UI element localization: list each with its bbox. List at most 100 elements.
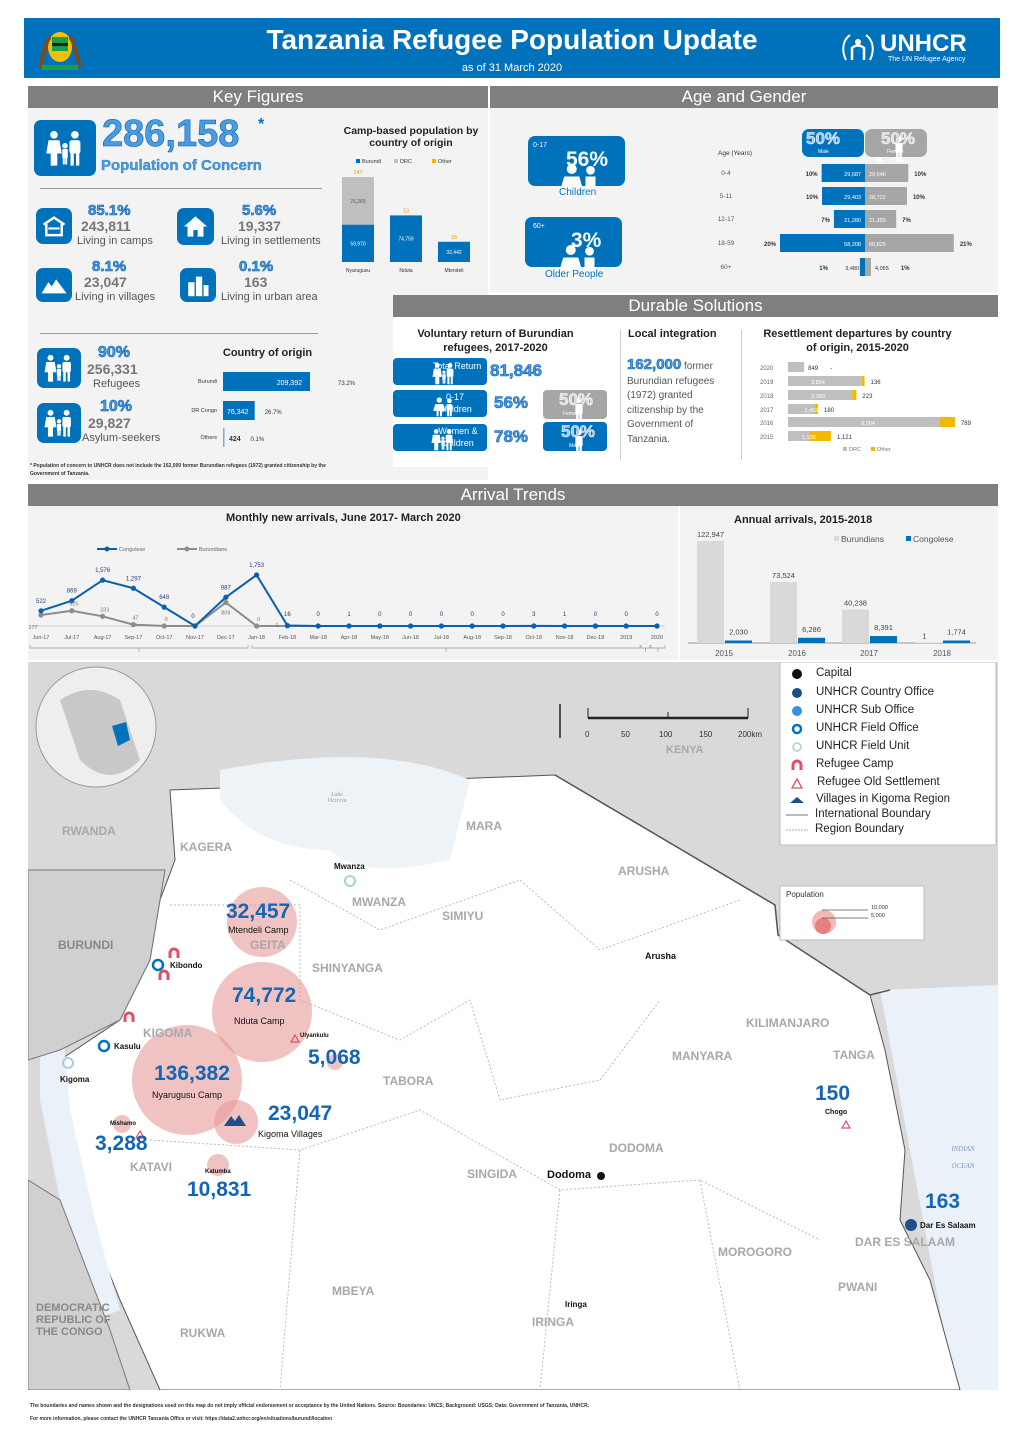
population-circles [113,887,343,1176]
asylum-value: 29,827 [88,415,131,431]
camp-population: 10,831 [187,1178,252,1201]
settlements-value: 19,337 [238,218,281,234]
map-region-label: TABORA [383,1074,434,1088]
map-water-label: Lake Victoria [327,792,347,804]
voluntary-title: Voluntary return of Burundian refugees, … [417,328,574,354]
children-label: Children [559,187,597,198]
family-icon [34,120,96,176]
map-region-label: MARA [466,819,502,833]
refugees-label: Refugees [93,378,141,390]
total-population-label: Population of Concern [101,157,262,174]
camp-population: 5,068 [308,1046,361,1069]
camp-population: 150 [815,1082,851,1105]
asylum-pct: 10% [100,398,133,416]
camps-pct: 85.1% [88,202,131,220]
urban-value: 163 [244,274,268,290]
urban-label: Living in urban area [221,291,318,303]
origin-chart-title: Country of origin [222,347,313,359]
page-title: Tanzania Refugee Population Update [266,24,758,55]
older-pct: 3% [571,229,602,252]
total-population: 286,158 [102,113,240,156]
section-arrival-trends: Arrival Trends [28,484,998,506]
children-return-box: 0-17 Children [393,390,487,417]
section-durable-solutions: Durable Solutions [393,295,998,317]
divider [678,506,680,660]
country-office-icon [905,1219,917,1231]
divider [40,188,322,189]
divider [620,330,621,460]
map-region-label: KIGOMA [143,1026,193,1040]
monthly-chart-title: Monthly new arrivals, June 2017- March 2… [226,512,461,524]
mountain-icon [36,268,72,302]
map-region-label: RUKWA [180,1326,226,1340]
section-key-figures: Key Figures [28,86,488,108]
map-region-label: KAGERA [180,840,233,854]
scale-label: 200km [738,730,763,739]
city-label: Mishamo [110,1121,137,1127]
older-label: Older People [545,269,604,280]
footnote: * Population of concern to UNHCR does no… [30,463,326,477]
divider [741,330,742,460]
resettlement-title: Resettlement departures by country of or… [763,328,952,354]
city-label: Dar Es Salaam [920,1221,976,1230]
footnote-marker: * [258,116,265,133]
map[interactable] [28,662,998,1390]
footer-disclaimer: The boundaries and names shown and the d… [30,1403,590,1409]
urban-icon [180,268,216,302]
footer-contact: For more information, please contact the… [30,1416,333,1422]
camp-population: 163 [925,1190,961,1213]
settlements-pct: 5.6% [242,202,277,220]
camp-population: 23,047 [268,1102,333,1125]
kenya-border [554,774,891,996]
section-age-gender: Age and Gender [490,86,998,108]
city-label: Kasulu [114,1042,141,1051]
map-region-label: IRINGA [532,1315,574,1329]
camp-chart-title: Camp-based population by country of orig… [343,125,479,149]
women-children-box: Women & children [393,424,487,451]
burundi [28,869,166,1061]
header-banner: Tanzania Refugee Population Update as of… [24,18,1000,78]
tanzania-coat-of-arms-logo [32,23,88,73]
female-pct-box: 50% Female [865,129,927,157]
scale-label: 100 [659,730,673,739]
divider [40,333,318,334]
population-legend-title: Population [786,890,824,899]
camp-name: Nyarugusu Camp [152,1090,223,1100]
camp-name: Nduta Camp [234,1016,285,1026]
legend-item: Refugee Old Settlement [817,776,940,788]
population-legend-box [779,885,925,941]
map-legend-box [779,662,997,846]
return-male-box: 50% Male [543,422,607,451]
camp-icon [36,208,72,244]
map-region-label: BURUNDI [58,938,114,952]
map-region-label: KENYA [666,744,704,756]
map-region-label: SHINYANGA [312,961,383,975]
children-pct: 56% [566,148,609,171]
city-label: Dodoma [547,1169,591,1181]
map-region-label: MWANZA [352,895,406,909]
city-label: Katumba [205,1169,231,1175]
map-region-label: SINGIDA [467,1167,518,1181]
map-region-label: PWANI [838,1280,878,1294]
villages-icon [224,1115,246,1126]
legend-item: Capital [816,667,852,679]
total-return-value: 81,846 [490,361,543,381]
page-subtitle: as of 31 March 2020 [461,62,563,74]
camp-population: 3,288 [95,1132,148,1155]
camp-population: 136,382 [154,1062,230,1085]
villages-value: 23,047 [84,274,127,290]
children-return-pct: 56% [494,393,529,413]
map-region-label: GEITA [250,938,286,952]
map-region-label: TANGA [833,1048,875,1062]
villages-label: Living in villages [75,291,156,303]
map-region-label: MOROGORO [718,1245,792,1259]
legend-item: Refugee Camp [816,758,894,770]
city-label: Mwanza [334,862,365,871]
camps-label: Living in camps [77,235,153,247]
older-box: 60+ 3% [525,217,622,267]
population-legend-value: 10,000 [871,905,888,911]
camp-name: Mtendeli Camp [228,925,289,935]
map-region-label: DEMOCRATIC REPUBLIC OF THE CONGO [36,1302,111,1338]
local-integration-title: Local integration [628,328,717,340]
legend-item: UNHCR Field Unit [816,740,910,752]
